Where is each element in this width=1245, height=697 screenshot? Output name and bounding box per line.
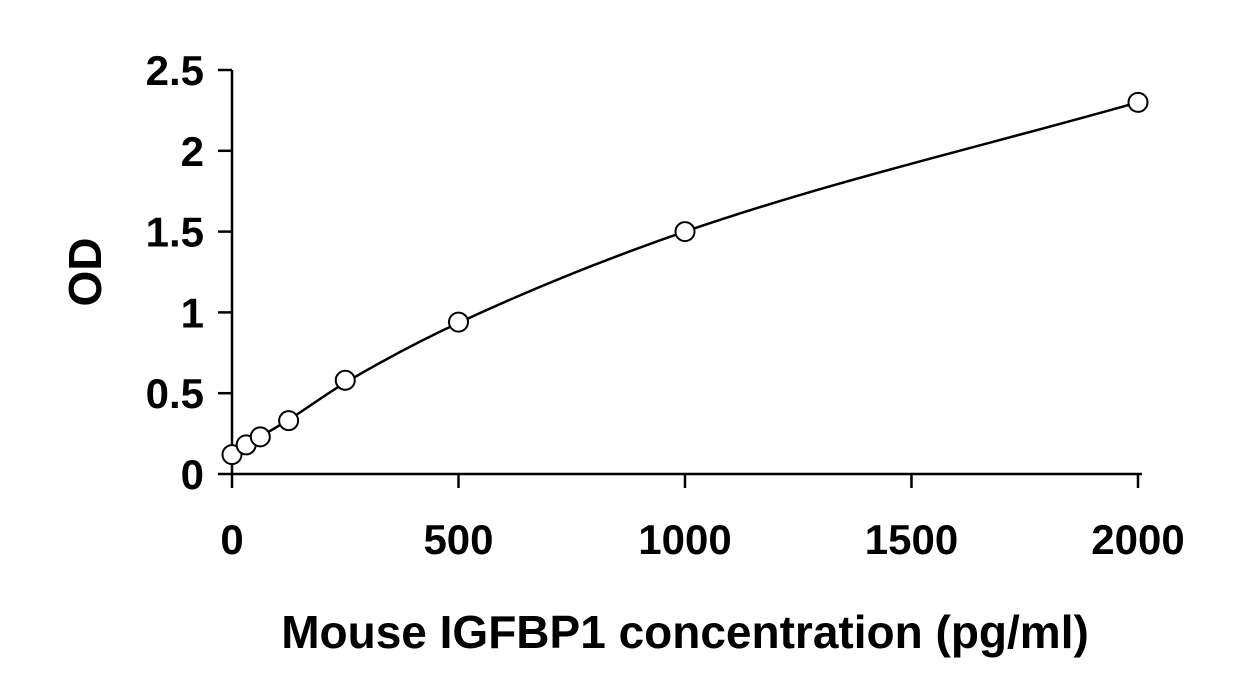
y-tick-label: 0.5 — [146, 370, 204, 417]
x-tick-label: 500 — [423, 516, 493, 563]
data-point — [221, 444, 243, 466]
y-ticks: 0 0.5 1 1.5 2 2.5 — [146, 47, 232, 498]
x-tick-label: 0 — [220, 516, 243, 563]
x-tick-label: 1000 — [638, 516, 731, 563]
fit-curve — [231, 101, 1139, 456]
axes — [230, 70, 1142, 476]
y-tick-label: 2 — [181, 128, 204, 175]
data-points — [221, 91, 1149, 466]
data-point — [334, 369, 356, 391]
x-tick-label: 2000 — [1091, 516, 1184, 563]
y-tick-label: 2.5 — [146, 47, 204, 94]
data-point — [249, 426, 271, 448]
x-ticks: 0 500 1000 1500 2000 — [220, 474, 1185, 563]
x-axis-title: Mouse IGFBP1 concentration (pg/ml) — [281, 606, 1089, 658]
y-tick-label: 0 — [181, 451, 204, 498]
data-point — [1127, 91, 1149, 113]
y-tick-label: 1.5 — [146, 209, 204, 256]
data-point — [674, 221, 696, 243]
x-tick-label: 1500 — [865, 516, 958, 563]
data-point — [278, 410, 300, 432]
y-axis-title: OD — [59, 238, 111, 307]
y-tick-label: 1 — [181, 289, 204, 336]
data-point — [448, 311, 469, 333]
